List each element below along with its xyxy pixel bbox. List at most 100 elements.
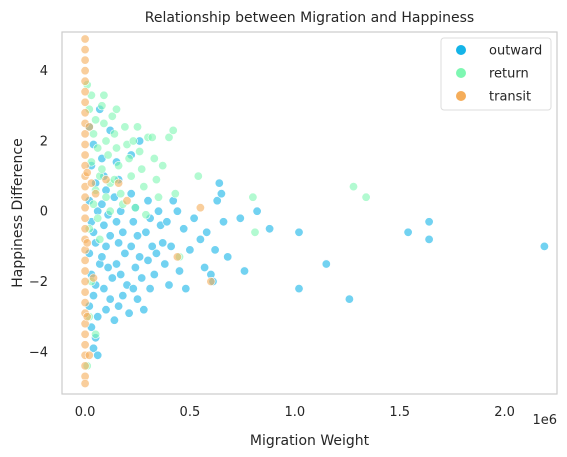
data-point [105,206,115,216]
data-point [93,350,103,360]
data-point [160,259,170,269]
data-point [80,129,90,139]
data-point [80,276,90,286]
data-point [179,224,189,234]
data-point [109,129,119,139]
data-point [170,189,180,199]
y-axis: −4 −2 0 2 4 [29,64,48,360]
data-point [185,245,195,255]
data-point [101,192,111,202]
data-point [216,189,226,199]
data-point [166,241,176,251]
data-point [214,178,224,188]
y-tick-label: −2 [29,275,48,290]
data-point [80,255,90,265]
data-point [107,273,117,283]
data-point [294,284,304,294]
data-point [80,66,90,76]
points-layer [80,34,549,388]
data-point [84,350,94,360]
chart-title: Relationship between Migration and Happi… [145,10,474,26]
data-point [101,241,111,251]
data-point [130,203,140,213]
data-point [116,269,126,279]
data-point [114,301,124,311]
data-point [158,238,168,248]
data-point [181,284,191,294]
data-point [143,255,153,265]
data-point [294,227,304,237]
y-tick-label: 4 [40,64,48,79]
data-point [101,305,111,315]
data-point [114,161,124,171]
legend-label-return: return [489,67,529,82]
data-point [202,227,212,237]
data-point [80,340,90,350]
x-axis-offset-label: 1e6 [532,413,557,428]
data-point [344,294,354,304]
data-point [84,122,94,132]
data-point [122,196,132,206]
data-point [80,266,90,276]
data-point [137,164,147,174]
data-point [80,298,90,308]
data-point [93,312,103,322]
data-point [154,192,164,202]
data-point [195,203,205,213]
data-point [80,213,90,223]
data-point [128,284,138,294]
data-point [105,294,115,304]
x-tick-label: 0.5 [180,405,201,420]
data-point [219,217,229,227]
legend-marker-transit [456,91,466,101]
data-point [141,227,151,237]
data-point [80,203,90,213]
data-point [99,284,109,294]
data-point [424,217,434,227]
data-point [97,252,107,262]
data-point [200,262,210,272]
data-point [114,178,124,188]
data-point [175,266,185,276]
data-point [223,252,233,262]
data-point [424,234,434,244]
data-point [99,90,109,100]
data-point [118,291,128,301]
data-point [126,189,136,199]
data-point [168,125,178,135]
data-point [89,199,99,209]
data-point [248,192,258,202]
data-point [89,343,99,353]
x-tick-label: 0.0 [75,405,96,420]
data-point [252,206,262,216]
data-point [164,280,174,290]
data-point [124,308,134,318]
data-point [109,315,119,325]
data-point [112,143,122,153]
data-point [80,55,90,65]
data-point [133,122,143,132]
data-point [135,252,145,262]
data-point [321,259,331,269]
data-point [128,217,138,227]
data-point [82,238,92,248]
data-point [80,87,90,97]
data-point [80,287,90,297]
data-point [112,104,122,114]
data-point [91,115,101,125]
data-point [250,227,260,237]
legend-marker-return [456,68,466,78]
data-point [147,241,157,251]
data-point [162,217,172,227]
data-point [112,259,122,269]
x-axis: 0.0 0.5 1.0 1.5 2.0 [75,405,515,420]
data-point [193,171,203,181]
data-point [97,101,107,111]
data-point [99,118,109,128]
data-point [80,108,90,118]
data-point [126,171,136,181]
series-transit [80,34,216,388]
data-point [93,143,103,153]
x-tick-label: 2.0 [494,405,515,420]
